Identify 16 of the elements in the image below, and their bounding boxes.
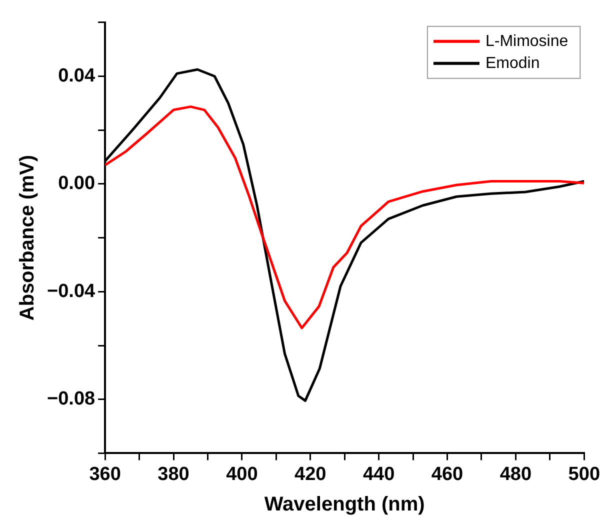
x-tick-label: 380 bbox=[158, 464, 190, 485]
y-tick-label: −0.04 bbox=[46, 280, 96, 302]
y-tick-label: 0.00 bbox=[58, 173, 96, 194]
y-tick-label: 0.04 bbox=[58, 65, 96, 86]
y-axis-title: Absorbance (mV) bbox=[16, 155, 39, 321]
x-tick-label: 360 bbox=[89, 464, 121, 485]
x-tick-label: 440 bbox=[362, 464, 395, 485]
x-tick-label: 500 bbox=[568, 464, 600, 485]
legend-label: L-Mimosine bbox=[485, 32, 568, 50]
x-axis-title: Wavelength (nm) bbox=[264, 494, 425, 516]
x-tick-label: 480 bbox=[500, 464, 532, 485]
x-tick-label: 460 bbox=[431, 464, 464, 485]
legend-label: Emodin bbox=[485, 54, 540, 72]
x-tick-label: 400 bbox=[226, 464, 258, 485]
x-tick-label: 420 bbox=[294, 464, 326, 485]
y-tick-label: −0.08 bbox=[46, 388, 96, 410]
